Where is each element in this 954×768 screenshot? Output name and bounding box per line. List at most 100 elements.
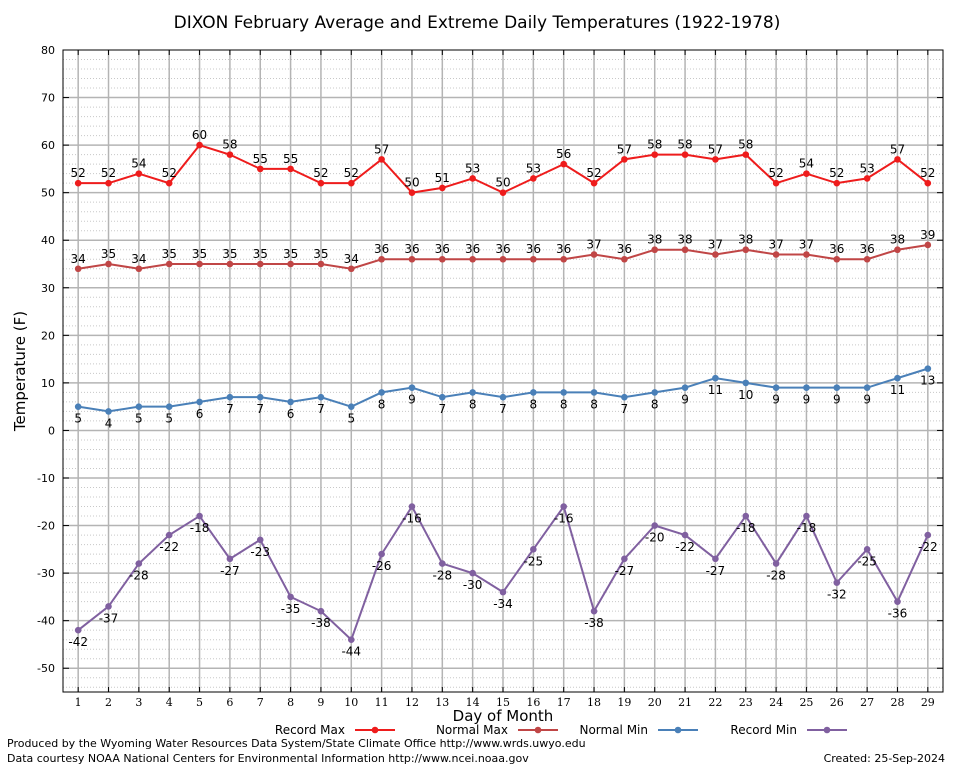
data-label: -28: [766, 569, 786, 583]
data-point: [256, 536, 264, 544]
data-label: 9: [863, 393, 871, 407]
data-label: 57: [617, 142, 632, 156]
data-point: [347, 636, 355, 643]
data-point: [621, 393, 628, 401]
data-point: [347, 403, 355, 410]
data-point: [469, 175, 476, 182]
data-label: 38: [890, 233, 905, 247]
data-label: 8: [469, 397, 477, 411]
x-tick-label: 22: [708, 696, 722, 709]
data-label: -27: [706, 564, 726, 578]
data-point: [135, 560, 143, 567]
legend-marker: [371, 726, 379, 734]
data-label: 36: [374, 242, 389, 256]
data-label: -38: [311, 616, 331, 630]
data-point: [924, 179, 932, 187]
data-point: [803, 512, 810, 520]
data-label: 38: [647, 233, 662, 247]
data-point: [863, 175, 871, 182]
x-tick-label: 1: [75, 696, 82, 709]
data-point: [651, 389, 659, 396]
data-label: -18: [190, 521, 210, 535]
data-label: 55: [283, 152, 298, 166]
credit-line-1: Produced by the Wyoming Water Resources …: [7, 737, 586, 750]
data-point: [378, 389, 385, 396]
data-label: -22: [675, 540, 695, 554]
data-label: -20: [645, 531, 665, 545]
data-point: [742, 512, 750, 520]
data-label: 52: [920, 166, 935, 180]
data-label: -30: [463, 578, 483, 592]
data-label: 7: [621, 402, 629, 416]
data-label: 52: [313, 166, 328, 180]
data-point: [712, 251, 719, 258]
data-label: 36: [404, 242, 419, 256]
data-label: 53: [465, 161, 480, 175]
data-point: [863, 255, 871, 263]
data-point: [833, 384, 841, 391]
data-point: [530, 255, 537, 263]
data-point: [226, 151, 234, 158]
y-tick-label: -50: [37, 662, 55, 675]
data-point: [256, 165, 264, 173]
data-point: [105, 408, 112, 415]
data-label: 57: [374, 142, 389, 156]
legend: Record Max Normal Max Normal Min Record Min: [275, 723, 847, 737]
x-tick-label: 19: [617, 696, 631, 709]
data-label: 58: [222, 138, 237, 152]
data-point: [863, 384, 871, 391]
y-tick-label: 20: [41, 329, 55, 342]
data-label: 37: [708, 237, 723, 251]
data-label: 52: [101, 166, 116, 180]
data-label: 6: [287, 407, 295, 421]
y-axis-label: Temperature (F): [11, 311, 29, 432]
data-label: 52: [768, 166, 783, 180]
data-label: 7: [499, 402, 507, 416]
legend-marker: [534, 726, 542, 734]
data-label: 58: [647, 138, 662, 152]
data-label: 11: [890, 383, 905, 397]
data-label: 36: [829, 242, 844, 256]
data-label: 58: [677, 138, 692, 152]
data-point: [681, 384, 689, 391]
y-tick-label: -20: [37, 520, 55, 533]
data-point: [135, 170, 143, 177]
data-label: 51: [435, 171, 450, 185]
data-label: -32: [827, 588, 847, 602]
data-label: -22: [918, 540, 938, 554]
y-tick-label: -30: [37, 567, 55, 580]
legend-label: Normal Max: [436, 723, 508, 737]
data-label: 57: [708, 142, 723, 156]
data-label: 37: [586, 237, 601, 251]
created-date: Created: 25-Sep-2024: [823, 752, 945, 765]
data-point: [772, 179, 780, 187]
data-point: [590, 251, 598, 258]
data-label: 52: [344, 166, 359, 180]
x-tick-label: 7: [257, 696, 264, 709]
data-label: 36: [859, 242, 874, 256]
data-label: -34: [493, 597, 513, 611]
data-label: 39: [920, 228, 935, 242]
data-point: [74, 265, 82, 273]
data-label: -23: [250, 545, 270, 559]
data-label: 54: [799, 157, 814, 171]
data-point: [378, 156, 385, 163]
y-tick-label: 10: [41, 377, 55, 390]
y-tick-label: 80: [41, 44, 55, 57]
data-label: 10: [738, 388, 753, 402]
y-tick-label: 60: [41, 139, 55, 152]
x-tick-label: 15: [496, 696, 510, 709]
data-label: 60: [192, 128, 207, 142]
data-label: -22: [159, 540, 179, 554]
data-point: [499, 189, 507, 196]
data-point: [530, 389, 537, 396]
x-tick-label: 29: [921, 696, 935, 709]
data-point: [378, 550, 385, 558]
data-label: 35: [253, 247, 268, 261]
data-label: -36: [888, 607, 908, 621]
x-tick-label: 11: [375, 696, 389, 709]
data-point: [924, 531, 932, 539]
data-point: [347, 265, 355, 273]
data-label: -27: [220, 564, 240, 578]
